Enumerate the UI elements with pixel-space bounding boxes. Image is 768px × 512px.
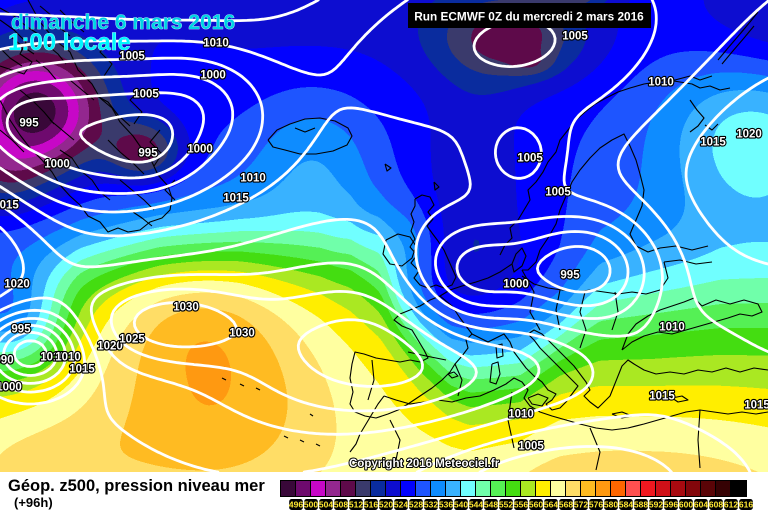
svg-text:1000: 1000 <box>200 70 226 82</box>
svg-text:580: 580 <box>604 500 618 510</box>
svg-text:1000: 1000 <box>187 144 213 156</box>
svg-text:588: 588 <box>634 500 648 510</box>
svg-text:1005: 1005 <box>517 153 543 165</box>
svg-text:dimanche 6 mars 2016: dimanche 6 mars 2016 <box>11 11 235 34</box>
svg-text:616: 616 <box>739 500 753 510</box>
svg-text:608: 608 <box>709 500 723 510</box>
svg-text:1010: 1010 <box>508 409 534 421</box>
svg-text:496: 496 <box>289 500 303 510</box>
svg-text:1020: 1020 <box>4 279 30 291</box>
svg-text:1030: 1030 <box>173 302 199 314</box>
svg-text:528: 528 <box>409 500 423 510</box>
svg-text:540: 540 <box>454 500 468 510</box>
svg-text:544: 544 <box>469 500 483 510</box>
svg-text:612: 612 <box>724 500 738 510</box>
svg-text:1015: 1015 <box>0 200 19 212</box>
svg-text:572: 572 <box>574 500 588 510</box>
svg-text:600: 600 <box>679 500 693 510</box>
svg-text:512: 512 <box>349 500 363 510</box>
svg-text:Copyright 2016 Meteociel.fr: Copyright 2016 Meteociel.fr <box>349 458 500 470</box>
svg-text:500: 500 <box>304 500 318 510</box>
svg-text:1020: 1020 <box>97 341 123 353</box>
svg-text:Géop. z500, pression niveau me: Géop. z500, pression niveau mer <box>8 477 265 495</box>
svg-text:1010: 1010 <box>203 38 229 50</box>
svg-text:504: 504 <box>319 500 333 510</box>
svg-text:516: 516 <box>364 500 378 510</box>
svg-text:1010: 1010 <box>40 352 66 364</box>
svg-text:990: 990 <box>0 355 14 367</box>
svg-text:1030: 1030 <box>229 328 255 340</box>
svg-text:556: 556 <box>514 500 528 510</box>
svg-text:1005: 1005 <box>518 441 544 453</box>
svg-text:1025: 1025 <box>119 334 145 346</box>
svg-text:995: 995 <box>19 118 39 130</box>
svg-text:1015: 1015 <box>744 400 768 412</box>
svg-text:520: 520 <box>379 500 393 510</box>
svg-text:560: 560 <box>529 500 543 510</box>
svg-text:1000: 1000 <box>0 382 22 394</box>
svg-text:524: 524 <box>394 500 408 510</box>
svg-text:1000: 1000 <box>44 159 70 171</box>
svg-text:604: 604 <box>694 500 708 510</box>
svg-text:1015: 1015 <box>69 364 95 376</box>
svg-text:536: 536 <box>439 500 453 510</box>
svg-text:1005: 1005 <box>119 51 145 63</box>
svg-text:1010: 1010 <box>55 352 81 364</box>
svg-text:995: 995 <box>138 148 158 160</box>
svg-text:1020: 1020 <box>736 129 762 141</box>
svg-text:1015: 1015 <box>700 137 726 149</box>
svg-text:995: 995 <box>560 270 580 282</box>
svg-text:995: 995 <box>11 324 31 336</box>
svg-text:1:00 locale: 1:00 locale <box>8 29 131 56</box>
svg-text:584: 584 <box>619 500 633 510</box>
svg-text:548: 548 <box>484 500 498 510</box>
svg-text:1005: 1005 <box>133 89 159 101</box>
svg-text:(+96h): (+96h) <box>14 495 53 510</box>
svg-text:1010: 1010 <box>240 173 266 185</box>
svg-text:1010: 1010 <box>659 322 685 334</box>
svg-text:1010: 1010 <box>648 77 674 89</box>
svg-text:508: 508 <box>334 500 348 510</box>
svg-text:1000: 1000 <box>503 279 529 291</box>
svg-text:592: 592 <box>649 500 663 510</box>
svg-text:Run ECMWF 0Z du mercredi 2 mar: Run ECMWF 0Z du mercredi 2 mars 2016 <box>414 10 644 24</box>
svg-text:1005: 1005 <box>545 187 571 199</box>
svg-text:564: 564 <box>544 500 558 510</box>
svg-text:568: 568 <box>559 500 573 510</box>
svg-text:532: 532 <box>424 500 438 510</box>
svg-text:1005: 1005 <box>562 31 588 43</box>
svg-text:552: 552 <box>499 500 513 510</box>
svg-text:576: 576 <box>589 500 603 510</box>
svg-text:596: 596 <box>664 500 678 510</box>
svg-text:1015: 1015 <box>223 193 249 205</box>
svg-text:1015: 1015 <box>649 391 675 403</box>
